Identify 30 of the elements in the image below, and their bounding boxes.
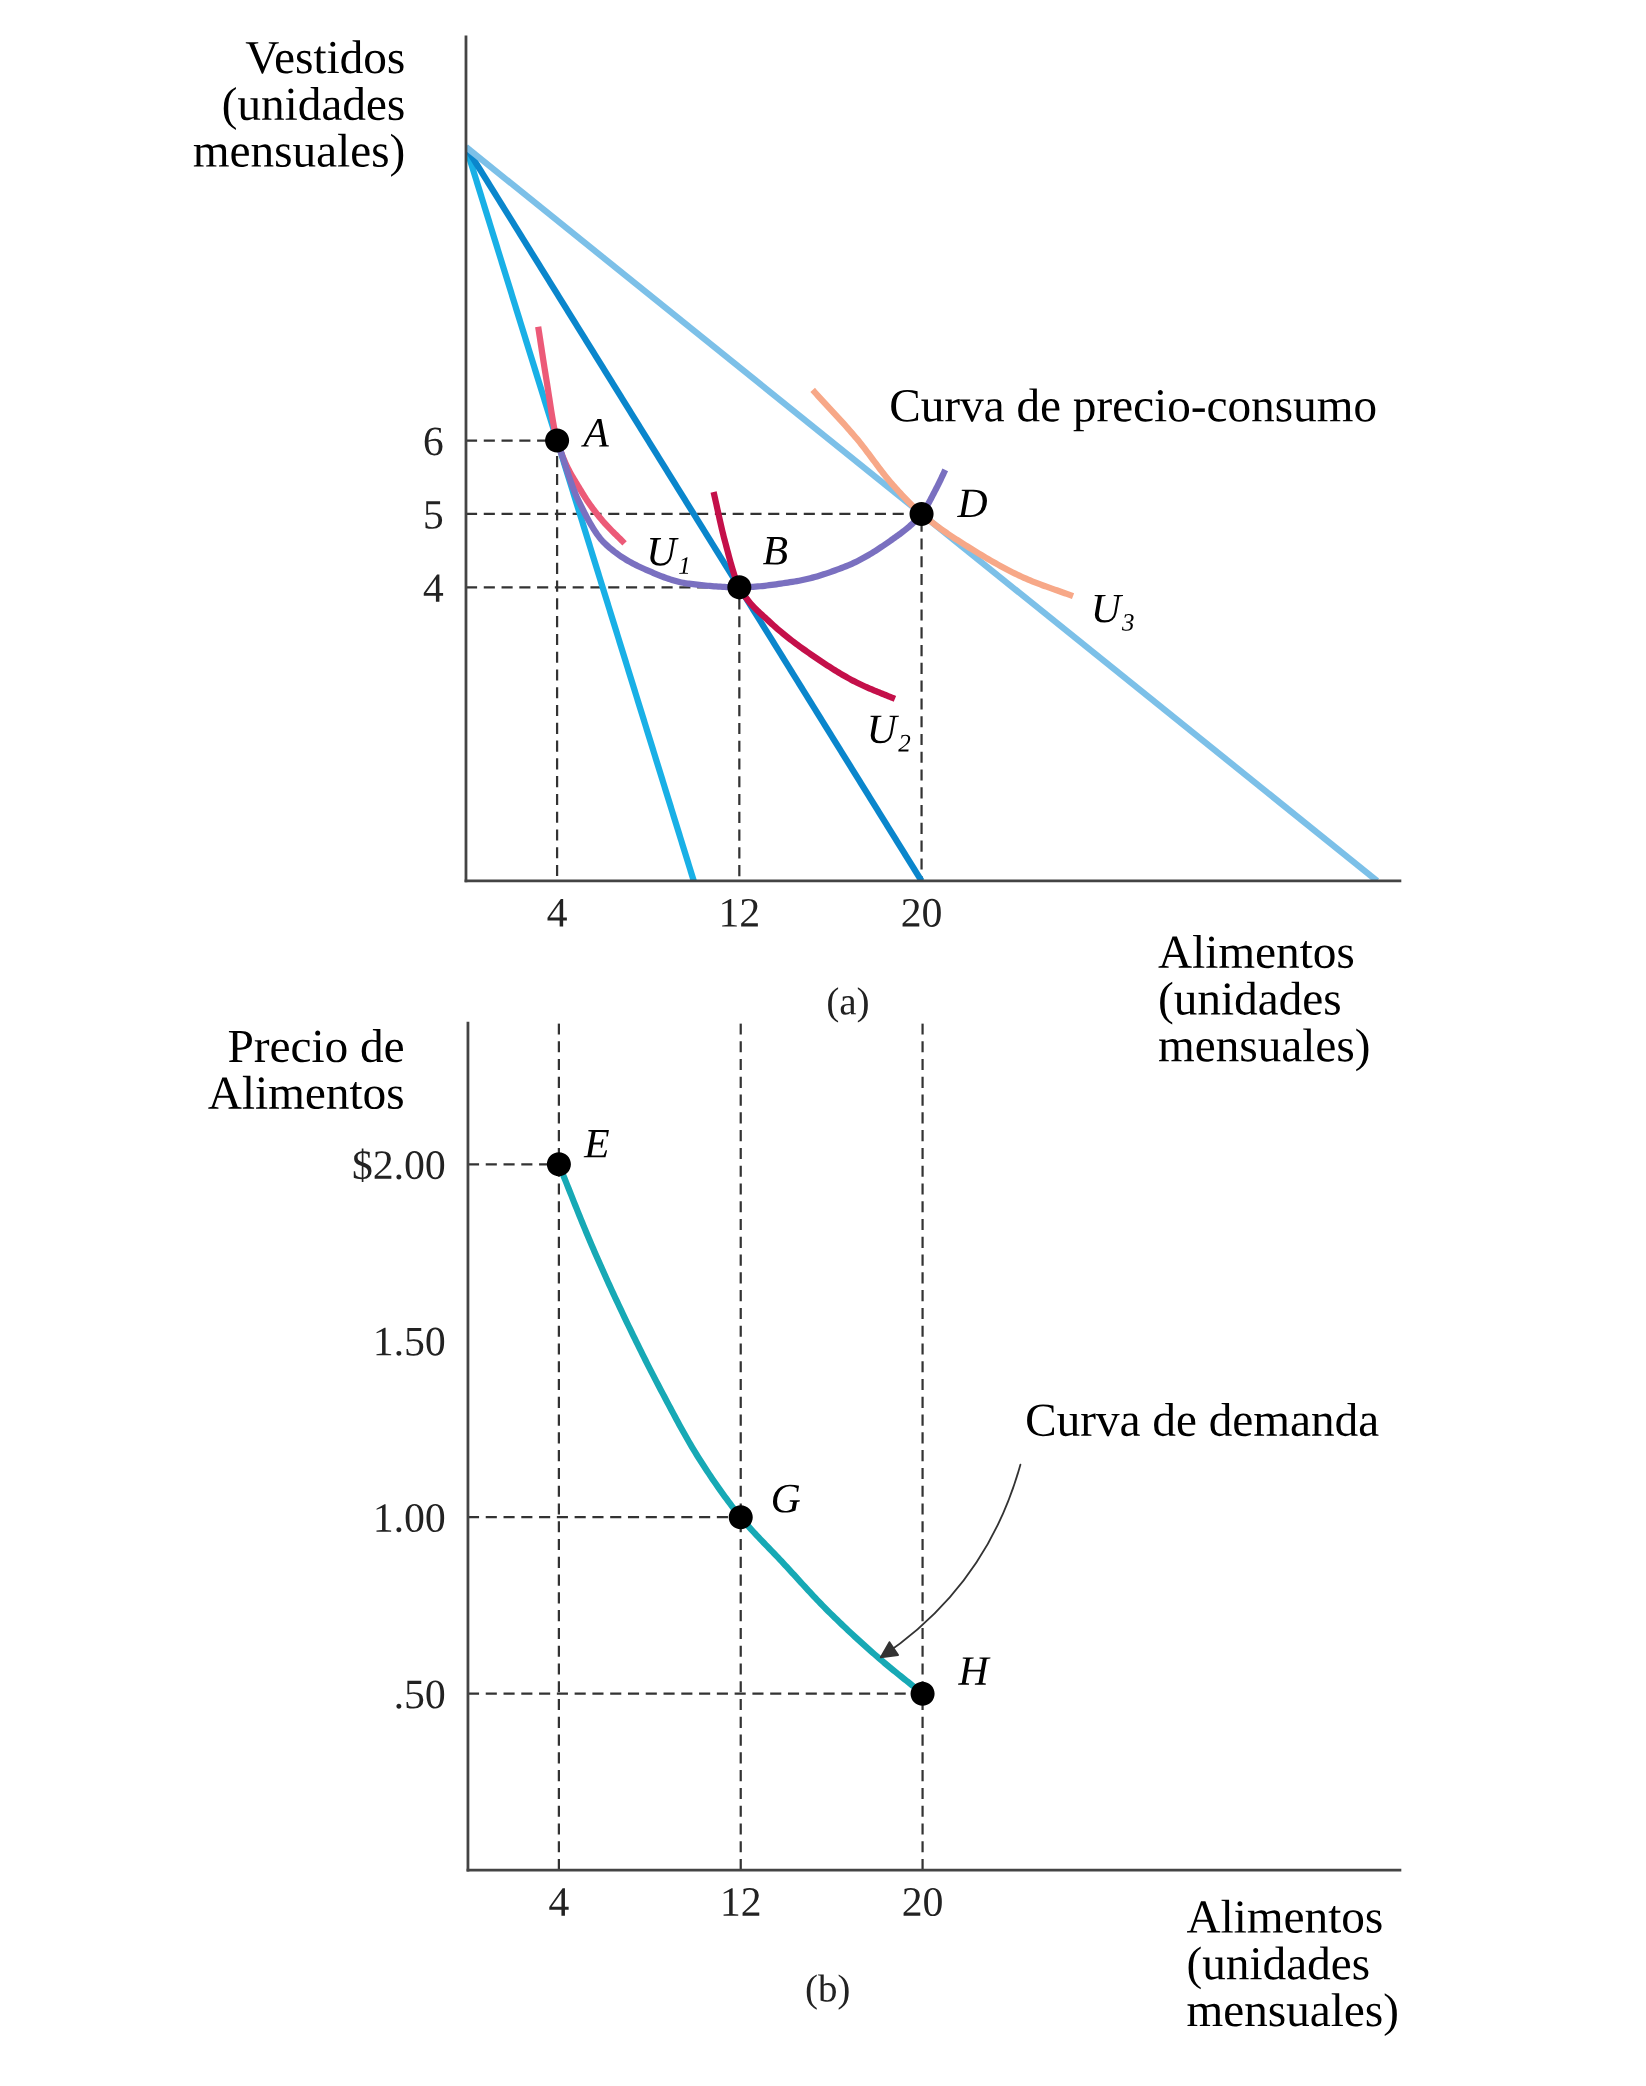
series-label: U₃ xyxy=(1094,594,1134,631)
y-tick-label: $2.00 xyxy=(353,1148,445,1182)
x-tick-label: 20 xyxy=(903,1887,942,1917)
y-axis-title: Vestidos (unidades mensuales) xyxy=(193,40,404,177)
y-tick-label: 1.00 xyxy=(376,1503,445,1533)
y-tick-label: 1.50 xyxy=(376,1327,445,1356)
x-tick-label: 20 xyxy=(902,898,941,927)
x-tick-label: 12 xyxy=(722,898,758,927)
text: Curva de demanda xyxy=(1027,1402,1379,1437)
x-tick-label: 4 xyxy=(547,899,567,927)
y-axis-title: Precio de Alimentos xyxy=(208,1029,403,1110)
x-tick-label: 12 xyxy=(723,1888,760,1916)
annotation: A xyxy=(581,419,609,447)
y-tick-label: 5 xyxy=(425,501,443,529)
series-label: U₂ xyxy=(870,715,911,752)
series-label: Curva de precio-consumo xyxy=(891,388,1376,432)
annotation: D xyxy=(957,489,987,518)
annotation: B xyxy=(762,537,788,565)
x-axis-title: Alimentos (unidades mensuales) xyxy=(1186,1899,1397,2037)
y-tick-label: 4 xyxy=(423,574,444,602)
y-tick-label: .50 xyxy=(396,1680,445,1709)
annotation: E xyxy=(583,1130,609,1158)
text: (b) xyxy=(806,1974,849,2010)
annotation: G xyxy=(772,1484,800,1513)
text: (a) xyxy=(828,987,868,1023)
x-tick-label: 4 xyxy=(549,1888,569,1916)
y-tick-label: 6 xyxy=(424,427,443,456)
x-axis-title: Alimentos (unidades mensuales) xyxy=(1158,934,1369,1072)
annotation: H xyxy=(958,1657,991,1685)
series-label: U₁ xyxy=(650,538,689,574)
